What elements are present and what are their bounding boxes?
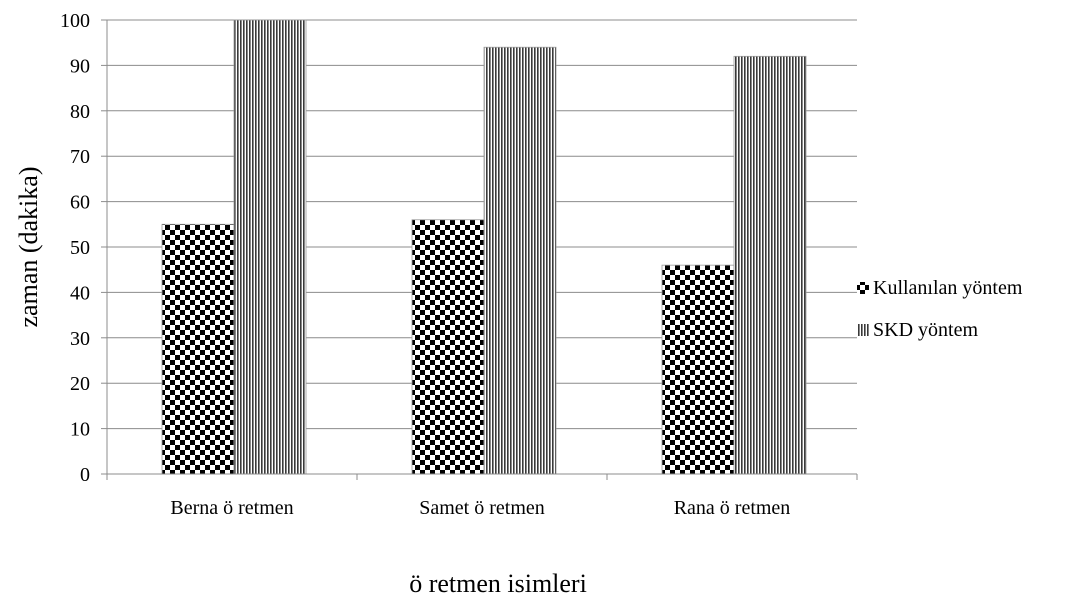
x-tick-label: Rana ö retmen (674, 497, 791, 519)
legend-label-kullanilan: Kullanılan yöntem (873, 277, 1023, 299)
y-axis-title: zaman (dakika) (14, 167, 43, 328)
x-tick-label: Samet ö retmen (419, 497, 545, 519)
legend-swatch-skd (857, 324, 869, 336)
y-tick-label: 90 (70, 55, 90, 77)
bar-skd-yontem (483, 46, 557, 475)
y-tick-label: 100 (60, 10, 90, 32)
x-tick-label: Berna ö retmen (170, 497, 293, 519)
bar-skd-yontem (233, 19, 307, 475)
bar-kullanilan-yontem (411, 219, 485, 475)
x-tick-labels: Berna ö retmen Samet ö retmen Rana ö retme… (170, 497, 790, 519)
legend-swatch-kullanilan (857, 282, 869, 294)
y-tick-label: 30 (70, 328, 90, 350)
y-tick-label: 50 (70, 237, 90, 259)
y-tick-label: 70 (70, 146, 90, 168)
y-tick-label: 40 (70, 282, 90, 304)
axes (101, 19, 858, 480)
x-axis-title: ö retmen isimleri (409, 569, 587, 598)
y-tick-label: 60 (70, 192, 90, 214)
y-tick-label: 80 (70, 101, 90, 123)
y-tick-labels: 0 10 20 30 40 50 60 70 80 90 100 (60, 10, 90, 486)
legend: Kullanılan yöntem SKD yöntem (857, 277, 1023, 341)
bar-kullanilan-yontem (161, 223, 235, 475)
y-tick-label: 20 (70, 373, 90, 395)
bar-kullanilan-yontem (661, 264, 735, 475)
y-tick-label: 0 (80, 464, 90, 486)
legend-label-skd: SKD yöntem (873, 319, 978, 341)
y-tick-label: 10 (70, 419, 90, 441)
bar-skd-yontem (733, 55, 807, 475)
